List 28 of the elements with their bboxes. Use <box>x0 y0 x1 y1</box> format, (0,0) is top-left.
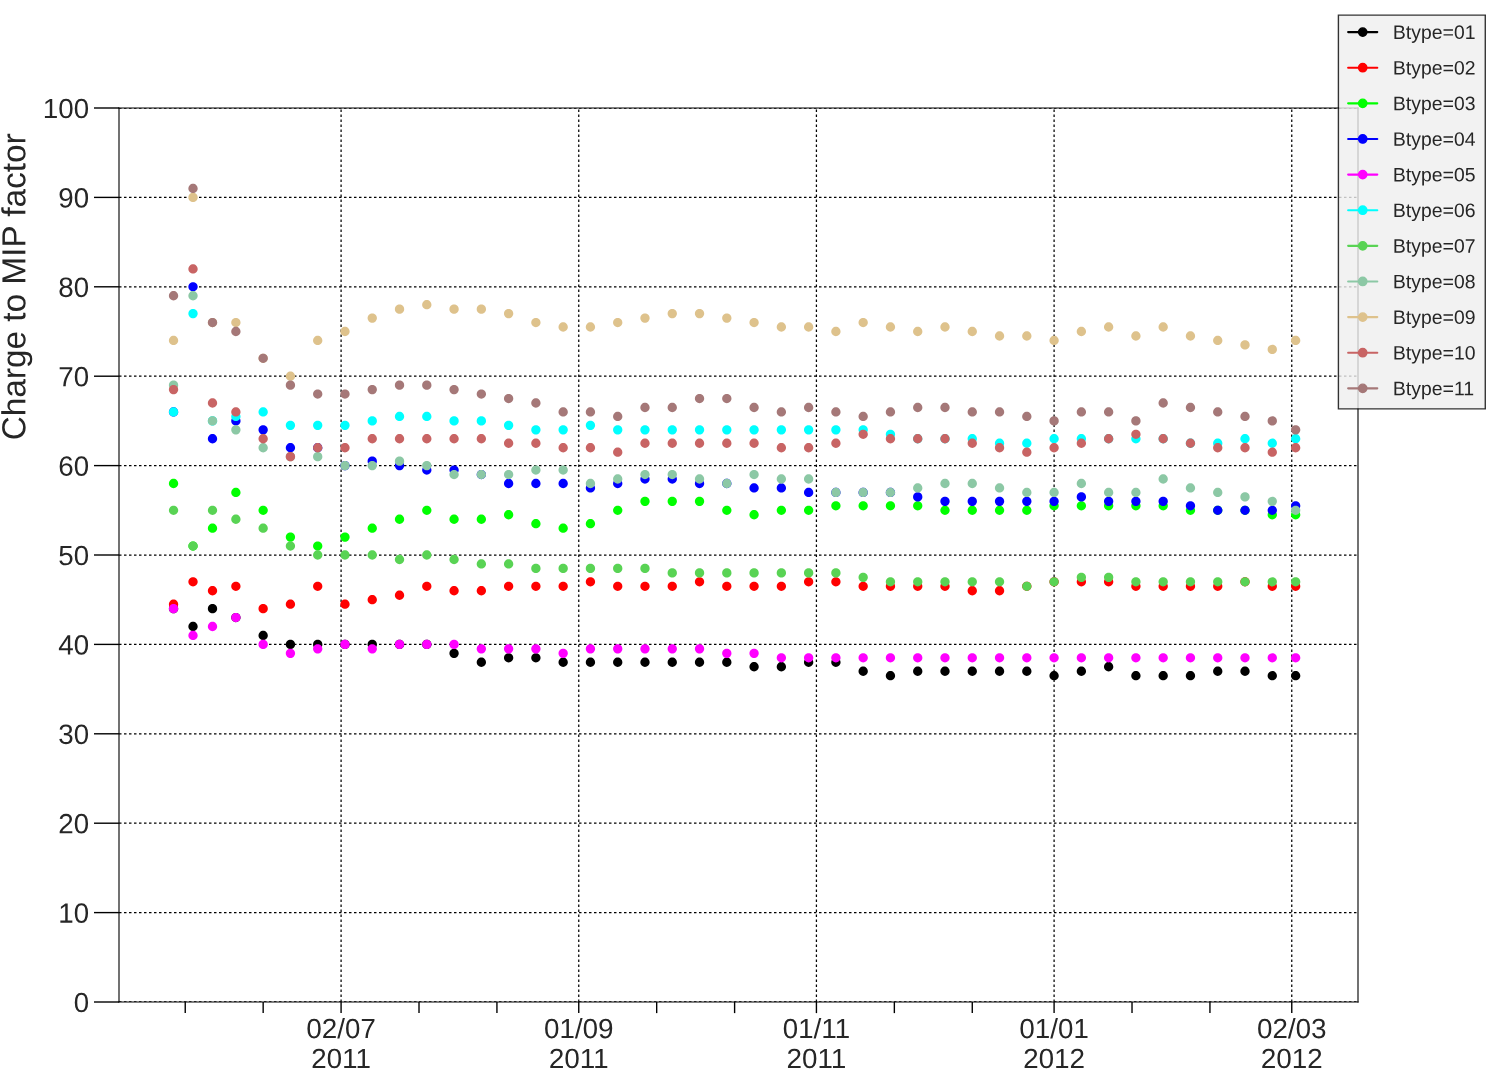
x-tick-label: 01/01 2012 <box>1020 1017 1088 1069</box>
legend-label: Btype=09 <box>1394 310 1475 328</box>
y-tick-label: 80 <box>59 277 89 298</box>
y-tick-label: 90 <box>59 188 89 208</box>
y-tick-label: 50 <box>59 545 89 566</box>
y-tick-label: 100 <box>44 98 89 119</box>
legend-label: Btype=02 <box>1394 60 1475 79</box>
y-tick-label: 0 <box>74 992 89 1013</box>
y-tick-label: 40 <box>58 635 89 655</box>
legend-label: Btype=10 <box>1394 345 1475 364</box>
legend-label: Btype=08 <box>1394 274 1475 293</box>
legend-label: Btype=04 <box>1394 132 1475 150</box>
y-axis-title: Charge to MIP factor <box>1 133 33 439</box>
legend-label: Btype=07 <box>1394 239 1475 257</box>
y-tick-label: 20 <box>59 813 89 834</box>
x-tick-label: 01/11 2011 <box>783 1017 849 1069</box>
y-tick-label: 60 <box>59 456 89 476</box>
y-tick-label: 70 <box>59 366 89 387</box>
x-tick-label: 01/09 2011 <box>545 1017 613 1069</box>
legend-label: Btype=01 <box>1394 25 1475 43</box>
legend-label: Btype=03 <box>1394 96 1475 115</box>
x-tick-label: 02/03 2012 <box>1258 1017 1326 1069</box>
legend-label: Btype=11 <box>1394 381 1474 400</box>
y-tick-label: 30 <box>59 724 89 745</box>
legend-label: Btype=06 <box>1394 203 1475 222</box>
x-tick-label: 02/07 2011 <box>307 1017 375 1069</box>
y-tick-label: 10 <box>60 903 89 923</box>
legend-label: Btype=05 <box>1394 167 1475 186</box>
